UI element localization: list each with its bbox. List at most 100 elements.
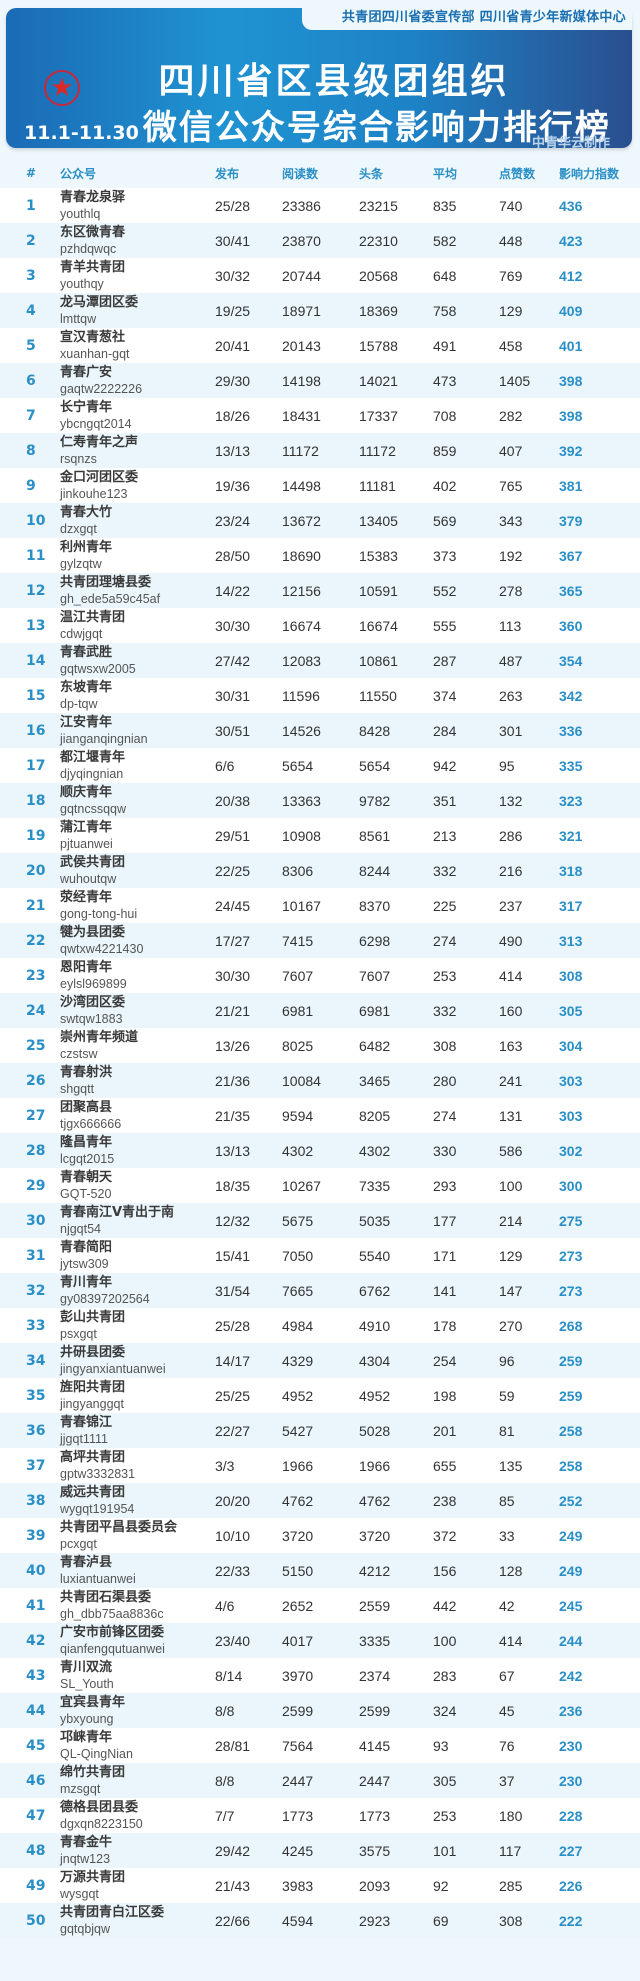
- reads-cell: 16674: [282, 617, 321, 634]
- likes-cell: 180: [499, 1807, 523, 1824]
- account-cell: 高坪共青团 gptw3332831: [60, 1448, 215, 1483]
- table-row: 8 仁寿青年之声 rsqnzs 13/13 11172 11172 859 407 392: [0, 433, 640, 468]
- reads-cell: 4952: [282, 1387, 314, 1404]
- table-row: 30 青春南江V青出于南 njgqt54 12/32 5675 5035 177 214 275: [0, 1203, 640, 1238]
- reads-cell: 4245: [282, 1842, 314, 1859]
- influence-index-cell: 302: [559, 1142, 583, 1159]
- table-row: 17 都江堰青年 djyqingnian 6/6 5654 5654 942 95 335: [0, 748, 640, 783]
- likes-cell: 286: [499, 827, 523, 844]
- account-name: 温江共青团: [60, 609, 126, 625]
- headline-cell: 11550: [359, 687, 397, 704]
- account-name: 青春武胜: [60, 644, 113, 660]
- influence-index-cell: 423: [559, 232, 583, 249]
- headline-cell: 8244: [359, 862, 391, 879]
- headline-cell: 4302: [359, 1142, 391, 1159]
- reads-cell: 23870: [282, 232, 321, 249]
- table-row: 23 恩阳青年 eylsl969899 30/30 7607 7607 253 414 308: [0, 958, 640, 993]
- account-name: 青春泸县: [60, 1554, 113, 1570]
- youth-league-emblem-icon: ★: [44, 70, 80, 106]
- average-cell: 293: [433, 1177, 457, 1194]
- likes-cell: 117: [499, 1842, 522, 1859]
- influence-index-cell: 259: [559, 1387, 583, 1404]
- headline-cell: 10591: [359, 582, 398, 599]
- average-cell: 835: [433, 197, 457, 214]
- average-cell: 324: [433, 1702, 457, 1719]
- account-name: 仁寿青年之声: [60, 434, 139, 450]
- average-cell: 283: [433, 1667, 457, 1684]
- average-cell: 942: [433, 757, 457, 774]
- published-cell: 23/24: [215, 512, 251, 529]
- reads-cell: 10167: [282, 897, 321, 914]
- rank-cell: 43: [26, 1667, 46, 1684]
- influence-index-cell: 409: [559, 302, 583, 319]
- reads-cell: 11172: [282, 442, 319, 459]
- influence-index-cell: 354: [559, 652, 583, 669]
- published-cell: 6/6: [215, 757, 235, 774]
- likes-cell: 96: [499, 1352, 515, 1369]
- account-wechat-id: jinkouhe123: [60, 486, 128, 501]
- rank-cell: 17: [26, 757, 46, 774]
- account-name: 江安青年: [60, 714, 113, 730]
- reads-cell: 4329: [282, 1352, 314, 1369]
- headline-cell: 1966: [359, 1457, 391, 1474]
- influence-index-cell: 342: [559, 687, 583, 704]
- reads-cell: 14198: [282, 372, 321, 389]
- likes-cell: 192: [499, 547, 523, 564]
- average-cell: 351: [433, 792, 457, 809]
- col-header-rank: #: [0, 158, 60, 188]
- table-row: 40 青春泸县 luxiantuanwei 22/33 5150 4212 156 128 24…: [0, 1553, 640, 1588]
- rank-cell: 7: [26, 407, 36, 424]
- account-wechat-id: xuanhan-gqt: [60, 346, 130, 361]
- account-cell: 利州青年 gylzqtw: [60, 538, 215, 573]
- table-row: 5 宣汉青葱社 xuanhan-gqt 20/41 20143 15788 491 458 40…: [0, 328, 640, 363]
- rank-cell: 47: [26, 1807, 46, 1824]
- account-wechat-id: SL_Youth: [60, 1676, 114, 1691]
- col-header-average: 平均: [433, 158, 499, 188]
- account-cell: 威远共青团 wygqt191954: [60, 1483, 215, 1518]
- account-name: 青春大竹: [60, 504, 113, 520]
- likes-cell: 163: [499, 1037, 523, 1054]
- influence-index-cell: 249: [559, 1527, 583, 1544]
- reads-cell: 5675: [282, 1212, 314, 1229]
- account-cell: 崇州青年频道 czstsw: [60, 1028, 215, 1063]
- influence-index-cell: 379: [559, 512, 583, 529]
- influence-index-cell: 222: [559, 1912, 583, 1929]
- rank-cell: 25: [26, 1037, 46, 1054]
- account-wechat-id: jnqtw123: [60, 1851, 111, 1866]
- influence-index-cell: 258: [559, 1457, 583, 1474]
- rank-cell: 45: [26, 1737, 46, 1754]
- account-name: 利州青年: [60, 539, 113, 555]
- account-cell: 青春南江V青出于南 njgqt54: [60, 1203, 215, 1238]
- rank-cell: 35: [26, 1387, 46, 1404]
- account-wechat-id: tjgx666666: [60, 1116, 122, 1131]
- reads-cell: 5427: [282, 1422, 314, 1439]
- table-row: 15 东坡青年 dp-tqw 30/31 11596 11550 374 263 342: [0, 678, 640, 713]
- average-cell: 859: [433, 442, 457, 459]
- table-row: 25 崇州青年频道 czstsw 13/26 8025 6482 308 163 304: [0, 1028, 640, 1063]
- rank-cell: 21: [26, 897, 46, 914]
- producer-credit: 中青华云制作: [531, 136, 610, 151]
- headline-cell: 7335: [359, 1177, 391, 1194]
- rank-cell: 27: [26, 1107, 46, 1124]
- likes-cell: 282: [499, 407, 523, 424]
- table-row: 19 蒲江青年 pjtuanwei 29/51 10908 8561 213 286 321: [0, 818, 640, 853]
- ranking-table: # 公众号 发布 阅读数 头条 平均 点赞数 影响力指数 1 青春龙泉驿 youth…: [0, 158, 640, 1938]
- rank-cell: 44: [26, 1702, 46, 1719]
- col-header-reads: 阅读数: [282, 158, 359, 188]
- account-wechat-id: gy08397202564: [60, 1291, 150, 1306]
- rank-cell: 34: [26, 1352, 46, 1369]
- published-cell: 20/20: [215, 1492, 251, 1509]
- table-row: 36 青春锦江 jjgqt1111 22/27 5427 5028 201 81 258: [0, 1413, 640, 1448]
- likes-cell: 131: [499, 1107, 523, 1124]
- table-row: 24 沙湾团区委 swtqw1883 21/21 6981 6981 332 160 305: [0, 993, 640, 1028]
- account-cell: 宜宾县青年 ybxyoung: [60, 1693, 215, 1728]
- headline-cell: 4145: [359, 1737, 391, 1754]
- likes-cell: 769: [499, 267, 523, 284]
- table-row: 49 万源共青团 wysgqt 21/43 3983 2093 92 285 226: [0, 1868, 640, 1903]
- publisher-label: 共青团四川省委宣传部 四川省青少年新媒体中心: [302, 0, 632, 30]
- account-cell: 共青团石渠县委 gh_dbb75aa8836c: [60, 1588, 215, 1623]
- reads-cell: 4594: [282, 1912, 314, 1929]
- rank-cell: 42: [26, 1632, 46, 1649]
- headline-cell: 5035: [359, 1212, 391, 1229]
- average-cell: 141: [433, 1282, 457, 1299]
